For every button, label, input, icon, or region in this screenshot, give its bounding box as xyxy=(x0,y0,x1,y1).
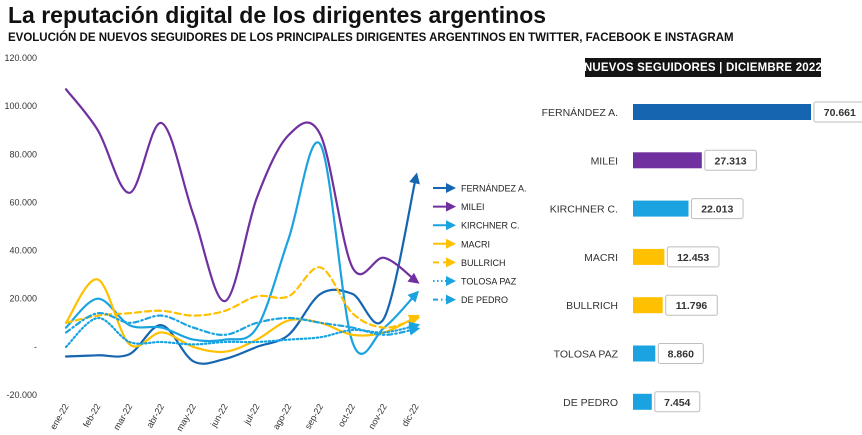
bar-value-box-tolosa-paz xyxy=(657,343,704,364)
y-tick-label: -20.000 xyxy=(6,390,37,400)
series-line-macri xyxy=(64,278,420,354)
legend-label-tolosa-paz: TOLOSA PAZ xyxy=(461,277,517,287)
bar-value-macri: 12.453 xyxy=(677,252,709,264)
bar-milei xyxy=(633,152,702,169)
series-line-fernandez-a xyxy=(64,172,420,365)
y-tick-label: 40.000 xyxy=(9,246,37,256)
x-tick-label: may-22 xyxy=(174,402,198,433)
legend-label-bullrich: BULLRICH xyxy=(461,258,506,268)
bar-category-fernandez-a: FERNÁNDEZ A. xyxy=(542,106,618,119)
bar-value-box-macri xyxy=(666,246,720,268)
legend-label-kirchner-c: KIRCHNER C. xyxy=(461,221,520,231)
series-line-bullrich xyxy=(64,266,421,329)
bar-value-fernandez-a: 70.661 xyxy=(824,107,856,119)
y-tick-label: 100.000 xyxy=(4,101,37,111)
x-tick-label: nov-22 xyxy=(366,402,388,431)
bar-macri xyxy=(633,248,665,265)
bar-value-kirchner-c: 22.013 xyxy=(701,204,733,216)
series-line-kirchner-c xyxy=(64,141,420,355)
x-tick-label: oct-22 xyxy=(336,402,357,429)
bar-chart: FERNÁNDEZ A. 70.661 MILEI 27.313 KIRCHNER C.… xyxy=(542,101,862,413)
x-tick-label: sep-22 xyxy=(303,402,325,431)
bar-kirchner-c xyxy=(633,200,689,217)
page-subtitle: EVOLUCIÓN DE NUEVOS SEGUIDORES DE LOS PR… xyxy=(8,32,734,44)
bar-value-box-de-pedro xyxy=(654,391,701,413)
x-tick-label: abr-22 xyxy=(145,402,167,430)
x-tick-label: jun-22 xyxy=(208,402,230,430)
x-tick-label: ene-22 xyxy=(48,402,71,431)
bar-value-bullrich: 11.796 xyxy=(676,300,708,312)
y-tick-label: 120.000 xyxy=(4,53,37,63)
series-line-tolosa-paz xyxy=(64,316,421,348)
x-tick-label: ago-22 xyxy=(271,402,294,431)
x-tick-label: dic-22 xyxy=(400,402,421,428)
series-line-milei xyxy=(64,88,420,303)
bar-value-tolosa-paz: 8.860 xyxy=(668,349,694,361)
bar-value-de-pedro: 7.454 xyxy=(664,397,690,409)
bar-tolosa-paz xyxy=(633,345,656,362)
legend-label-de-pedro: DE PEDRO xyxy=(461,295,508,305)
bar-chart-title: NUEVOS SEGUIDORES | DICIEMBRE 2022 xyxy=(584,58,822,77)
bar-value-milei: 27.313 xyxy=(715,155,747,167)
x-tick-label: jul-22 xyxy=(241,402,261,427)
x-tick-label: mar-22 xyxy=(111,402,134,432)
bar-fernandez-a xyxy=(633,104,811,120)
page-title: La reputación digital de los dirigentes … xyxy=(8,2,547,28)
legend-label-milei: MILEI xyxy=(461,202,485,212)
bar-value-box-milei xyxy=(704,149,757,171)
bar-category-tolosa-paz: TOLOSA PAZ xyxy=(554,349,619,361)
bar-de-pedro xyxy=(633,393,652,410)
bar-category-milei: MILEI xyxy=(591,155,618,167)
y-tick-label: - xyxy=(34,342,37,352)
bar-value-box-kirchner-c xyxy=(690,198,744,220)
bar-bullrich xyxy=(633,297,663,314)
bar-category-kirchner-c: KIRCHNER C. xyxy=(550,204,618,216)
bar-category-de-pedro: DE PEDRO xyxy=(563,397,618,409)
bar-category-macri: MACRI xyxy=(584,252,618,264)
bar-value-box-bullrich xyxy=(665,294,718,316)
y-tick-label: 20.000 xyxy=(9,294,37,304)
bar-value-box-fernandez-a xyxy=(813,101,862,123)
line-chart: -20.000-20.00040.00060.00080.000100.0001… xyxy=(4,53,526,433)
legend-label-macri: MACRI xyxy=(461,239,490,249)
y-tick-label: 60.000 xyxy=(9,197,37,207)
y-tick-label: 80.000 xyxy=(9,149,37,159)
legend-label-fernandez-a: FERNÁNDEZ A. xyxy=(461,184,527,194)
series-line-de-pedro xyxy=(64,312,421,336)
bar-category-bullrich: BULLRICH xyxy=(566,300,618,312)
x-tick-label: feb-22 xyxy=(81,402,102,429)
